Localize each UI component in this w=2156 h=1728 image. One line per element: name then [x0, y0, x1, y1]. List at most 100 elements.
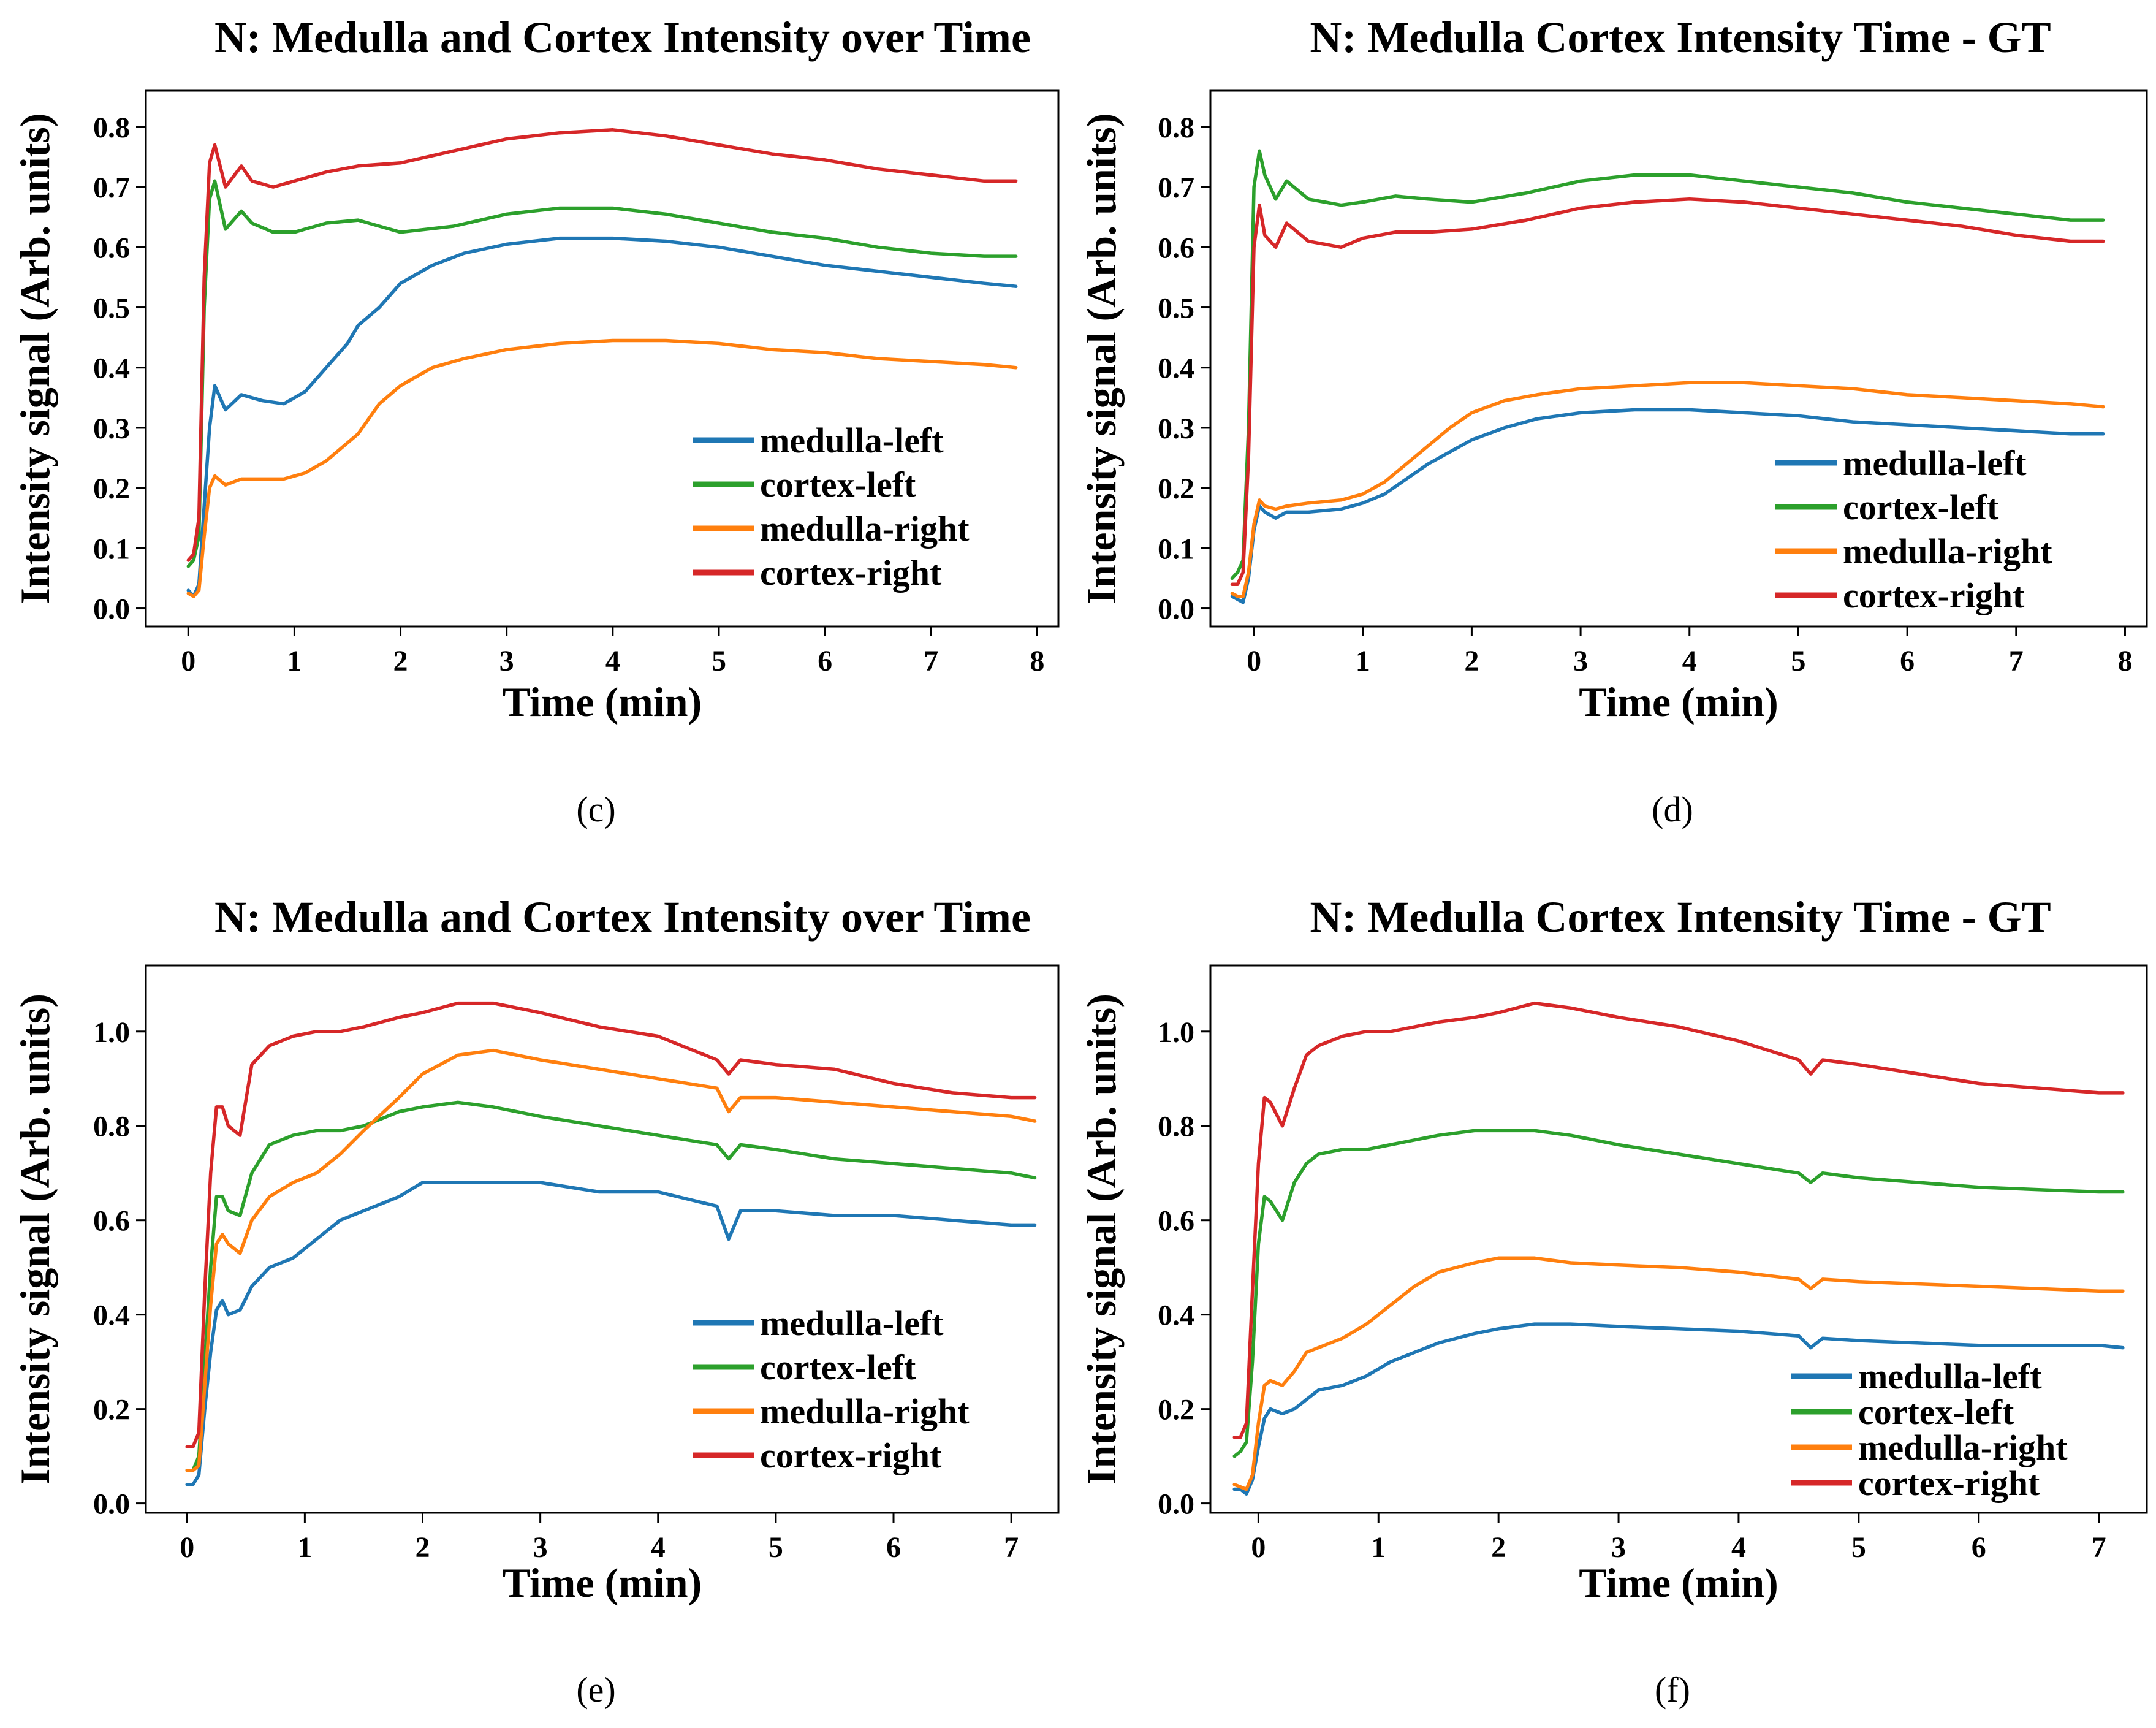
- y-tick-label: 0.4: [1158, 352, 1194, 385]
- legend: medulla-leftcortex-leftmedulla-rightcort…: [693, 421, 970, 593]
- x-tick-label: 1: [297, 1531, 312, 1564]
- x-tick-label: 3: [1573, 645, 1588, 677]
- y-tick-label: 0.6: [1158, 232, 1194, 264]
- legend: medulla-leftcortex-leftmedulla-rightcort…: [1775, 443, 2052, 615]
- y-tick-label: 1.0: [1158, 1016, 1194, 1049]
- chart-title: N: Medulla and Cortex Intensity over Tim…: [214, 13, 1031, 62]
- y-tick-label: 0.5: [1158, 292, 1194, 325]
- axes-frame: [145, 89, 1060, 628]
- y-tick-label: 0.2: [93, 1394, 130, 1426]
- series-group: [1232, 1001, 2125, 1496]
- chart-panel-3: N: Medulla and Cortex Intensity over Tim…: [12, 893, 1060, 1710]
- x-tick-label: 2: [1464, 645, 1479, 677]
- chart-panel-1: N: Medulla and Cortex Intensity over Tim…: [12, 13, 1060, 829]
- y-tick-label: 0.7: [1158, 172, 1194, 204]
- series-line-medulla-right: [1230, 381, 2105, 598]
- x-tick-label: 5: [1791, 645, 1805, 677]
- y-tick-label: 0.1: [1158, 533, 1194, 565]
- x-tick-label: 5: [769, 1531, 783, 1564]
- x-tick-label: 1: [1356, 645, 1370, 677]
- legend-label-cortex-right: cortex-right: [760, 553, 942, 593]
- legend-label-cortex-left: cortex-left: [760, 1347, 916, 1387]
- panel-caption: (e): [576, 1670, 615, 1710]
- x-tick-label: 2: [416, 1531, 430, 1564]
- chart-title: N: Medulla Cortex Intensity Time - GT: [1310, 13, 2051, 62]
- series-line-medulla-right: [1232, 1256, 2125, 1491]
- legend-label-medulla-left: medulla-left: [760, 1303, 944, 1343]
- panel-caption: (c): [576, 790, 615, 829]
- x-axis-label: Time (min): [1579, 1559, 1778, 1606]
- series-line-cortex-right: [1232, 1001, 2125, 1439]
- y-tick-label: 0.3: [1158, 413, 1194, 445]
- series-group: [1230, 149, 2105, 604]
- legend: medulla-leftcortex-leftmedulla-rightcort…: [1791, 1357, 2068, 1503]
- y-tick-label: 0.6: [93, 1205, 130, 1238]
- series-line-medulla-right: [185, 1048, 1037, 1472]
- x-tick-label: 0: [181, 645, 195, 677]
- x-tick-label: 3: [499, 645, 514, 677]
- chart-title: N: Medulla Cortex Intensity Time - GT: [1310, 893, 2051, 942]
- x-tick-label: 6: [818, 645, 832, 677]
- x-tick-label: 4: [605, 645, 620, 677]
- y-tick-label: 0.3: [93, 413, 130, 445]
- y-tick-label: 0.6: [93, 232, 130, 264]
- chart-panel-2: N: Medulla Cortex Intensity Time - GT 0 1 2…: [1078, 13, 2148, 829]
- legend: medulla-leftcortex-leftmedulla-rightcort…: [693, 1303, 970, 1475]
- panel-caption: (f): [1655, 1670, 1690, 1710]
- legend-label-medulla-right: medulla-right: [1843, 531, 2052, 571]
- y-tick-label: 0.7: [93, 172, 130, 204]
- legend-label-cortex-right: cortex-right: [760, 1436, 942, 1475]
- x-tick-label: 3: [1611, 1531, 1626, 1564]
- panels: N: Medulla and Cortex Intensity over Tim…: [12, 13, 2148, 1710]
- y-tick-label: 0.6: [1158, 1205, 1194, 1238]
- x-tick-label: 5: [712, 645, 726, 677]
- y-tick-label: 0.8: [93, 1111, 130, 1143]
- series-line-medulla-left: [186, 236, 1018, 598]
- x-tick-label: 6: [1900, 645, 1915, 677]
- series-line-cortex-right: [1230, 197, 2105, 587]
- series-line-cortex-left: [186, 179, 1018, 568]
- panel-caption: (d): [1652, 790, 1693, 829]
- series-line-medulla-left: [185, 1181, 1037, 1486]
- y-axis-label: Intensity signal (Arb. units): [1078, 113, 1125, 604]
- series-group: [185, 1001, 1037, 1486]
- x-tick-label: 0: [1251, 1531, 1266, 1564]
- series-line-cortex-left: [1230, 149, 2105, 580]
- legend-label-cortex-right: cortex-right: [1858, 1463, 2040, 1503]
- x-tick-label: 8: [1030, 645, 1044, 677]
- chart-title: N: Medulla and Cortex Intensity over Tim…: [214, 893, 1031, 942]
- series-line-medulla-left: [1232, 1322, 2125, 1496]
- y-tick-label: 0.8: [93, 112, 130, 144]
- legend-label-medulla-left: medulla-left: [760, 421, 944, 460]
- legend-label-medulla-left: medulla-left: [1843, 443, 2027, 483]
- series-line-cortex-right: [186, 128, 1018, 562]
- x-tick-label: 3: [533, 1531, 548, 1564]
- series-line-medulla-right: [186, 338, 1018, 598]
- y-tick-label: 0.2: [93, 473, 130, 505]
- series-line-cortex-left: [1232, 1129, 2125, 1458]
- x-tick-label: 2: [393, 645, 408, 677]
- y-axis-label: Intensity signal (Arb. units): [12, 994, 58, 1485]
- x-tick-label: 4: [651, 1531, 666, 1564]
- y-axis-label: Intensity signal (Arb. units): [12, 113, 58, 604]
- x-tick-label: 8: [2117, 645, 2132, 677]
- chart-panel-4: N: Medulla Cortex Intensity Time - GT 0 1 2…: [1078, 893, 2148, 1710]
- legend-label-medulla-right: medulla-right: [760, 509, 970, 549]
- x-tick-label: 7: [2009, 645, 2024, 677]
- y-tick-label: 0.0: [93, 1488, 130, 1521]
- y-tick-label: 0.2: [1158, 1394, 1194, 1426]
- x-tick-label: 7: [1004, 1531, 1019, 1564]
- x-tick-label: 0: [1247, 645, 1261, 677]
- legend-label-medulla-right: medulla-right: [1858, 1428, 2068, 1467]
- y-tick-label: 0.2: [1158, 473, 1194, 505]
- legend-label-medulla-left: medulla-left: [1858, 1357, 2042, 1396]
- x-tick-label: 6: [886, 1531, 901, 1564]
- y-tick-label: 0.0: [1158, 593, 1194, 626]
- y-tick-label: 0.4: [1158, 1300, 1194, 1332]
- x-axis-label: Time (min): [503, 1559, 702, 1606]
- x-tick-label: 1: [287, 645, 302, 677]
- y-tick-label: 0.8: [1158, 112, 1194, 144]
- y-tick-label: 0.4: [93, 352, 130, 385]
- x-tick-label: 7: [924, 645, 938, 677]
- x-axis-label: Time (min): [1579, 679, 1778, 725]
